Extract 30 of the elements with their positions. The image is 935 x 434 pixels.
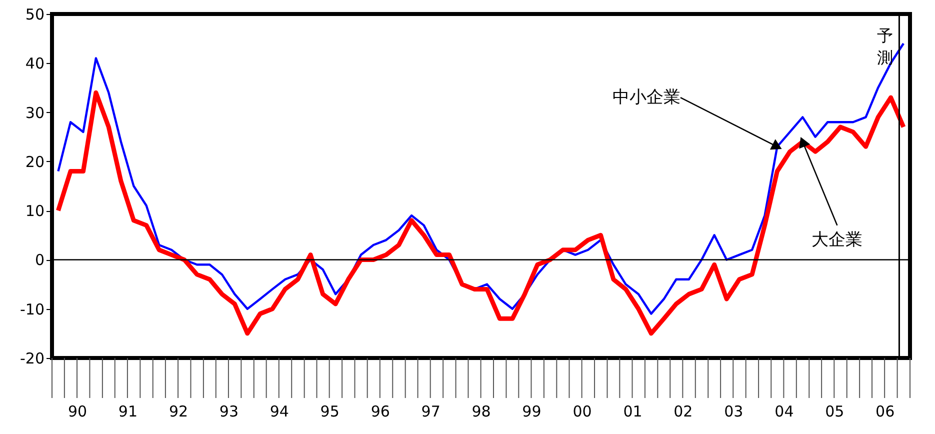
- x-tick-label: 02: [674, 402, 693, 420]
- text: 中小企業: [612, 88, 680, 108]
- y-tick-label: 30: [25, 104, 44, 122]
- x-tick-label: 01: [623, 402, 642, 420]
- text: 大企業: [812, 230, 863, 250]
- y-tick-label: 50: [25, 6, 44, 24]
- x-tick-label: 99: [522, 402, 542, 420]
- x-tick-label: 96: [370, 402, 390, 420]
- x-tick-label: 94: [270, 402, 289, 420]
- y-tick-label: 20: [25, 152, 44, 171]
- y-tick-label: 40: [25, 54, 44, 73]
- y-tick-label: 10: [25, 202, 44, 220]
- x-tick-label: 98: [472, 402, 491, 420]
- ref-line-label: 予測: [877, 26, 894, 67]
- x-tick-label: 92: [168, 402, 188, 420]
- x-tick-label: 93: [219, 402, 239, 420]
- x-tick-label: 05: [825, 402, 844, 420]
- x-tick-label: 91: [118, 402, 138, 420]
- line-series: [56, 90, 906, 336]
- x-tick-label: 06: [876, 402, 895, 420]
- x-tick-label: 00: [572, 402, 592, 420]
- y-tick-label: -20: [20, 350, 44, 368]
- x-tick-label: 03: [724, 402, 744, 420]
- x-tick-label: 04: [774, 402, 794, 420]
- y-tick-label: 0: [34, 251, 44, 270]
- x-tick-label: 90: [68, 402, 88, 420]
- line-series: [57, 42, 905, 315]
- y-tick-label: -10: [20, 300, 44, 318]
- x-tick-label: 97: [421, 402, 440, 420]
- x-tick-label: 95: [320, 402, 340, 420]
